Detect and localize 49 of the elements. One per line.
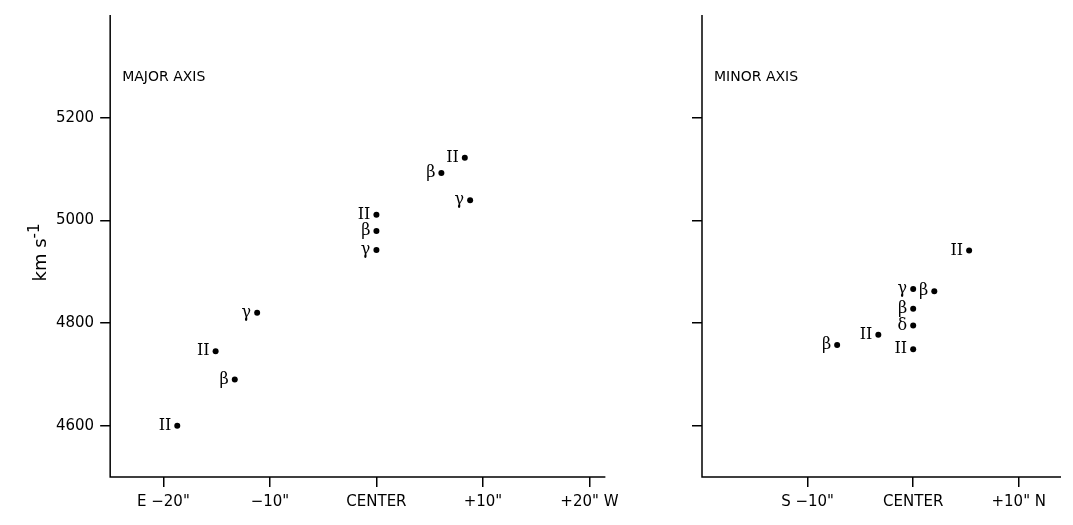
x-tick-label: +20" W — [560, 491, 619, 510]
point — [212, 348, 219, 355]
text: II — [357, 203, 371, 223]
x-tick-label: +10" N — [991, 491, 1047, 510]
text: MINOR AXIS — [714, 67, 799, 84]
x-tick-label: +10" — [463, 491, 503, 510]
y-tick-label: 5000 — [55, 210, 95, 229]
point — [910, 322, 917, 329]
x-tick-label: S −10" — [781, 491, 835, 510]
series-label: β — [897, 297, 908, 317]
text: MAJOR AXIS — [122, 67, 206, 84]
point — [231, 376, 238, 383]
point — [461, 154, 468, 161]
series-label: II — [196, 340, 210, 360]
text: β — [821, 334, 832, 354]
series-label: II — [894, 338, 908, 358]
point — [174, 422, 181, 429]
point — [931, 288, 938, 295]
x-tick-label: CENTER — [346, 491, 407, 510]
point — [254, 309, 261, 316]
y-tick-label: 4600 — [55, 415, 95, 434]
text: II — [950, 239, 964, 259]
point — [966, 247, 973, 254]
text: γ — [360, 239, 371, 259]
point — [875, 331, 882, 338]
point — [834, 342, 841, 349]
text: β — [919, 280, 929, 300]
point — [910, 346, 917, 353]
text: II — [859, 323, 873, 343]
series-label: β — [426, 162, 436, 182]
point — [910, 305, 917, 312]
series-label: γ — [241, 301, 252, 321]
x-tick-label: CENTER — [883, 491, 944, 510]
text: II — [158, 414, 172, 434]
text: γ — [454, 189, 465, 209]
point — [910, 286, 917, 293]
point — [373, 228, 380, 235]
point — [373, 211, 380, 218]
y-tick-label: 5200 — [55, 107, 95, 126]
text: β — [219, 368, 229, 388]
point — [438, 170, 445, 177]
point — [373, 247, 380, 254]
series-label: γ — [897, 278, 908, 298]
text: II — [446, 146, 459, 166]
y-tick-label: 4800 — [55, 312, 95, 331]
point — [467, 197, 474, 204]
text: β — [361, 220, 371, 240]
x-tick-label: E −20" — [137, 491, 190, 510]
x-tick-label: −10" — [250, 491, 290, 510]
